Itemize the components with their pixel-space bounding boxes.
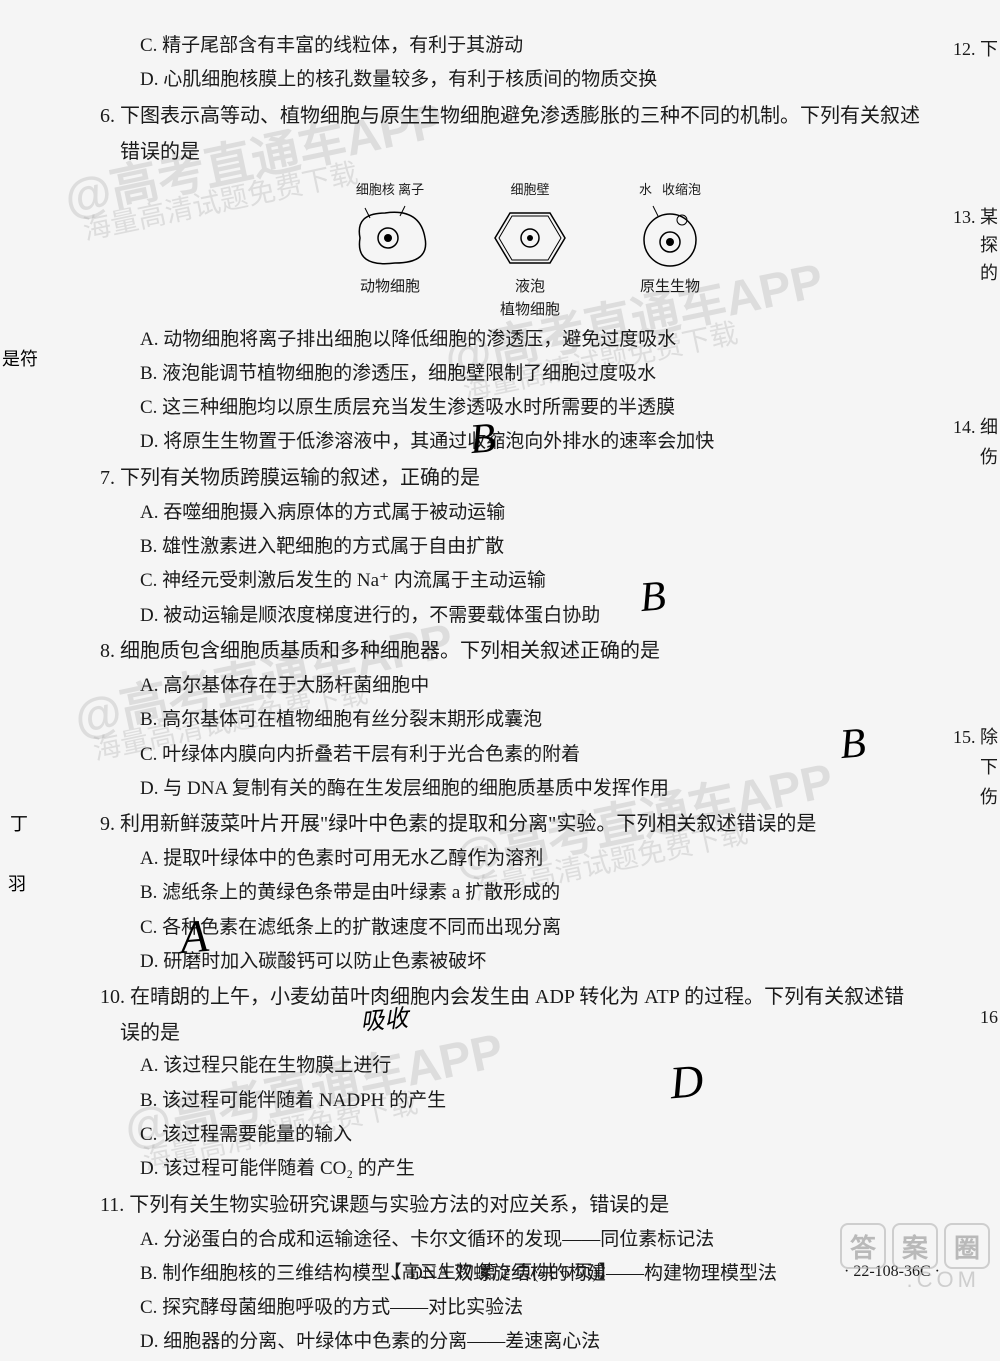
- margin-ding: 丁: [10, 810, 28, 836]
- q7-d: D. 被动运输是顺浓度梯度进行的，不需要载体蛋白协助: [140, 600, 940, 632]
- q6-stem2: 错误的是: [120, 135, 940, 169]
- q5-option-d: D. 心肌细胞核膜上的核孔数量较多，有利于核质间的物质交换: [140, 64, 940, 96]
- hand-b9: B: [838, 719, 868, 769]
- label-bot: 动物细胞: [360, 275, 420, 296]
- label-top: 细胞核 离子: [356, 179, 424, 198]
- protist-cell-icon: [620, 198, 720, 273]
- q7-c: C. 神经元受刺激后发生的 Na⁺ 内流属于主动运输: [140, 565, 940, 597]
- q9-d: D. 研磨时加入碳酸钙可以防止色素被破坏: [140, 946, 940, 978]
- q10-c: C. 该过程需要能量的输入: [140, 1119, 940, 1151]
- q8-b: B. 高尔基体可在植物细胞有丝分裂末期形成囊泡: [140, 704, 940, 736]
- hand-b8: B: [638, 572, 668, 622]
- right-q16: 16: [980, 1000, 998, 1034]
- q10-b: B. 该过程可能伴随着 NADPH 的产生: [140, 1085, 940, 1117]
- com-text: .COM: [907, 1267, 980, 1293]
- diagram-protist-cell: 水 收缩泡 原生生物: [620, 179, 720, 319]
- q9-c: C. 各种色素在滤纸条上的扩散速度不同而出现分离: [140, 912, 940, 944]
- q7-a: A. 吞噬细胞摄入病原体的方式属于被动运输: [140, 497, 940, 529]
- q11-a: A. 分泌蛋白的合成和运输途径、卡尔文循环的发现——同位素标记法: [140, 1224, 940, 1256]
- q10-a: A. 该过程只能在生物膜上进行: [140, 1050, 940, 1082]
- logo-char-2: 案: [892, 1223, 938, 1269]
- margin-yu: 羽: [8, 870, 26, 896]
- diagram-plant-cell: 细胞壁 液泡 植物细胞: [480, 179, 580, 319]
- q8-stem: 8. 细胞质包含细胞质基质和多种细胞器。下列相关叙述正确的是: [100, 634, 940, 668]
- label-bot1: 液泡: [515, 275, 545, 296]
- hand-note10: 吸收: [359, 998, 410, 1037]
- right-q12: 12. 下: [953, 32, 998, 66]
- hand-d11: D: [668, 1054, 706, 1110]
- q9-b: B. 滤纸条上的黄绿色条带是由叶绿素 a 扩散形成的: [140, 877, 940, 909]
- q7-stem: 7. 下列有关物质跨膜运输的叙述，正确的是: [100, 461, 940, 495]
- q10-stem: 10. 在晴朗的上午，小麦幼苗叶肉细胞内会发生由 ADP 转化为 ATP 的过程…: [100, 980, 940, 1014]
- right-q15c: 伤: [980, 780, 998, 814]
- q9-a: A. 提取叶绿体中的色素时可用无水乙醇作为溶剂: [140, 843, 940, 875]
- answer-logo: 答 案 圈: [840, 1223, 990, 1269]
- diagram-animal-cell: 细胞核 离子 动物细胞: [340, 179, 440, 319]
- exam-page: C. 精子尾部含有丰富的线粒体，有利于其游动 D. 心肌细胞核膜上的核孔数量较多…: [60, 30, 940, 1361]
- q8-a: A. 高尔基体存在于大肠杆菌细胞中: [140, 670, 940, 702]
- q6-b: B. 液泡能调节植物细胞的渗透压，细胞壁限制了细胞过度吸水: [140, 358, 940, 390]
- label-top-c2: 收缩泡: [662, 179, 701, 198]
- q10-d: D. 该过程可能伴随着 CO₂ 的产生: [140, 1153, 940, 1185]
- logo-char-1: 答: [840, 1223, 886, 1269]
- plant-cell-icon: [480, 198, 580, 273]
- label-top-c1: 水: [639, 179, 652, 198]
- q5-option-c: C. 精子尾部含有丰富的线粒体，有利于其游动: [140, 30, 940, 62]
- right-q14b: 伤: [980, 440, 998, 474]
- q8-d: D. 与 DNA 复制有关的酶在生发层细胞的细胞质基质中发挥作用: [140, 773, 940, 805]
- logo-char-3: 圈: [944, 1223, 990, 1269]
- q11-d: D. 细胞器的分离、叶绿体中色素的分离——差速离心法: [140, 1326, 940, 1358]
- margin-fu: 是符: [2, 345, 38, 371]
- animal-cell-icon: [340, 198, 440, 273]
- hand-b7: B: [468, 414, 498, 464]
- q11-c: C. 探究酵母菌细胞呼吸的方式——对比实验法: [140, 1292, 940, 1324]
- label-top: 细胞壁: [510, 179, 549, 198]
- q6-d: D. 将原生生物置于低渗溶液中，其通过收缩泡向外排水的速率会加快: [140, 426, 940, 458]
- q8-c: C. 叶绿体内膜向内折叠若干层有利于光合色素的附着: [140, 739, 940, 771]
- q6-c: C. 这三种细胞均以原生质层充当发生渗透吸水时所需要的半透膜: [140, 392, 940, 424]
- label-bot2: 植物细胞: [500, 298, 560, 319]
- q11-stem: 11. 下列有关生物实验研究课题与实验方法的对应关系，错误的是: [100, 1188, 940, 1222]
- q6-stem: 6. 下图表示高等动、植物细胞与原生生物细胞避免渗透膨胀的三种不同的机制。下列有…: [100, 99, 940, 133]
- label-bot: 原生生物: [640, 275, 700, 296]
- q10-stem2: 误的是: [120, 1016, 940, 1050]
- q6-a: A. 动物细胞将离子排出细胞以降低细胞的渗透压，避免过度吸水: [140, 324, 940, 356]
- hand-a10: A: [178, 909, 211, 964]
- right-q13c: 的: [980, 256, 998, 290]
- q7-b: B. 雄性激素进入靶细胞的方式属于自由扩散: [140, 531, 940, 563]
- q6-diagram: 细胞核 离子 动物细胞 细胞壁 液泡 植物细胞 水 收缩泡: [120, 179, 940, 319]
- q9-stem: 9. 利用新鲜菠菜叶片开展"绿叶中色素的提取和分离"实验。下列相关叙述错误的是: [100, 807, 940, 841]
